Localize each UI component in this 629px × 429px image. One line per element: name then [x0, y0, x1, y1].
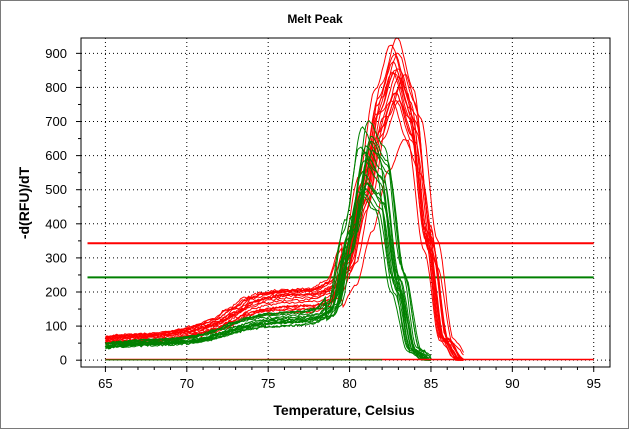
- series-line: [105, 68, 464, 361]
- x-axis-label: Temperature, Celsius: [273, 402, 415, 418]
- series-line: [105, 52, 464, 361]
- y-tick-label: 300: [45, 250, 67, 265]
- y-tick-label: 500: [45, 182, 67, 197]
- plot-area: 65 70 75 80 85 90 95 0 100 200 300 400 500 600 700 800 9…: [45, 37, 611, 391]
- y-tick-label: 100: [45, 319, 67, 334]
- x-tick-label: 65: [98, 376, 112, 391]
- series-line: [105, 191, 432, 361]
- y-tick-label: 700: [45, 114, 67, 129]
- plot-border: [80, 37, 611, 368]
- series-line: [105, 68, 464, 361]
- series-line: [105, 100, 464, 361]
- series-line: [105, 149, 432, 357]
- series-line: [105, 187, 432, 361]
- chart-title: Melt Peak: [287, 12, 343, 26]
- x-tick-label: 85: [424, 376, 438, 391]
- y-tick-label: 0: [60, 353, 67, 368]
- series-line: [105, 126, 432, 361]
- y-tick-label: 900: [45, 46, 67, 61]
- series-line: [105, 44, 464, 361]
- plot-background: [81, 38, 610, 367]
- x-tick-label: 90: [505, 376, 519, 391]
- x-tick-label: 75: [261, 376, 275, 391]
- y-tick-label: 600: [45, 148, 67, 163]
- series-line: [105, 145, 432, 361]
- y-axis-label: -d(RFU)/dT: [16, 166, 32, 239]
- x-tick-label: 70: [180, 376, 194, 391]
- series-line: [105, 183, 431, 361]
- y-tick-label: 200: [45, 284, 67, 299]
- series-line: [105, 74, 464, 353]
- y-tick-label: 800: [45, 80, 67, 95]
- y-tick-label: 400: [45, 216, 67, 231]
- x-tick-label: 95: [586, 376, 600, 391]
- x-tick-label: 80: [342, 376, 356, 391]
